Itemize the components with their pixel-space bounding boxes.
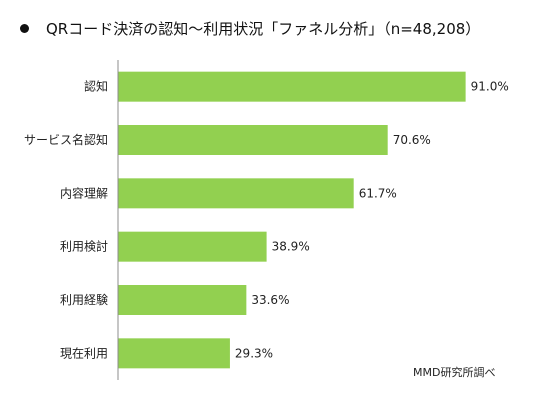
category-label: 利用経験 bbox=[60, 292, 108, 307]
bar bbox=[118, 338, 230, 369]
value-label: 38.9% bbox=[272, 240, 310, 254]
value-label: 61.7% bbox=[359, 186, 397, 200]
bar bbox=[118, 178, 354, 209]
category-label: サービス名認知 bbox=[24, 132, 108, 147]
bar bbox=[118, 125, 388, 155]
value-label: 29.3% bbox=[235, 346, 273, 360]
value-label: 33.6% bbox=[251, 293, 289, 307]
value-label: 91.0% bbox=[471, 80, 509, 94]
bar bbox=[118, 285, 247, 315]
plot-area: 認知 91.0% サービス名認知 70.6% 内容理解 61.7% 利用検討 38.9% 利用経… bbox=[24, 60, 509, 380]
source-note: MMD研究所調べ bbox=[413, 366, 496, 379]
category-label: 利用検討 bbox=[60, 239, 108, 254]
bar bbox=[118, 231, 267, 262]
bar bbox=[118, 71, 466, 102]
chart-title-text: QRコード決済の認知～利用状況「ファネル分析」（n=48,208） bbox=[46, 19, 481, 38]
category-label: 現在利用 bbox=[60, 346, 108, 360]
bullet-icon bbox=[20, 23, 29, 33]
value-label: 70.6% bbox=[393, 133, 431, 147]
category-label: 内容理解 bbox=[60, 185, 108, 200]
chart-title: QRコード決済の認知～利用状況「ファネル分析」（n=48,208） bbox=[20, 16, 540, 40]
category-label: 認知 bbox=[84, 79, 108, 94]
